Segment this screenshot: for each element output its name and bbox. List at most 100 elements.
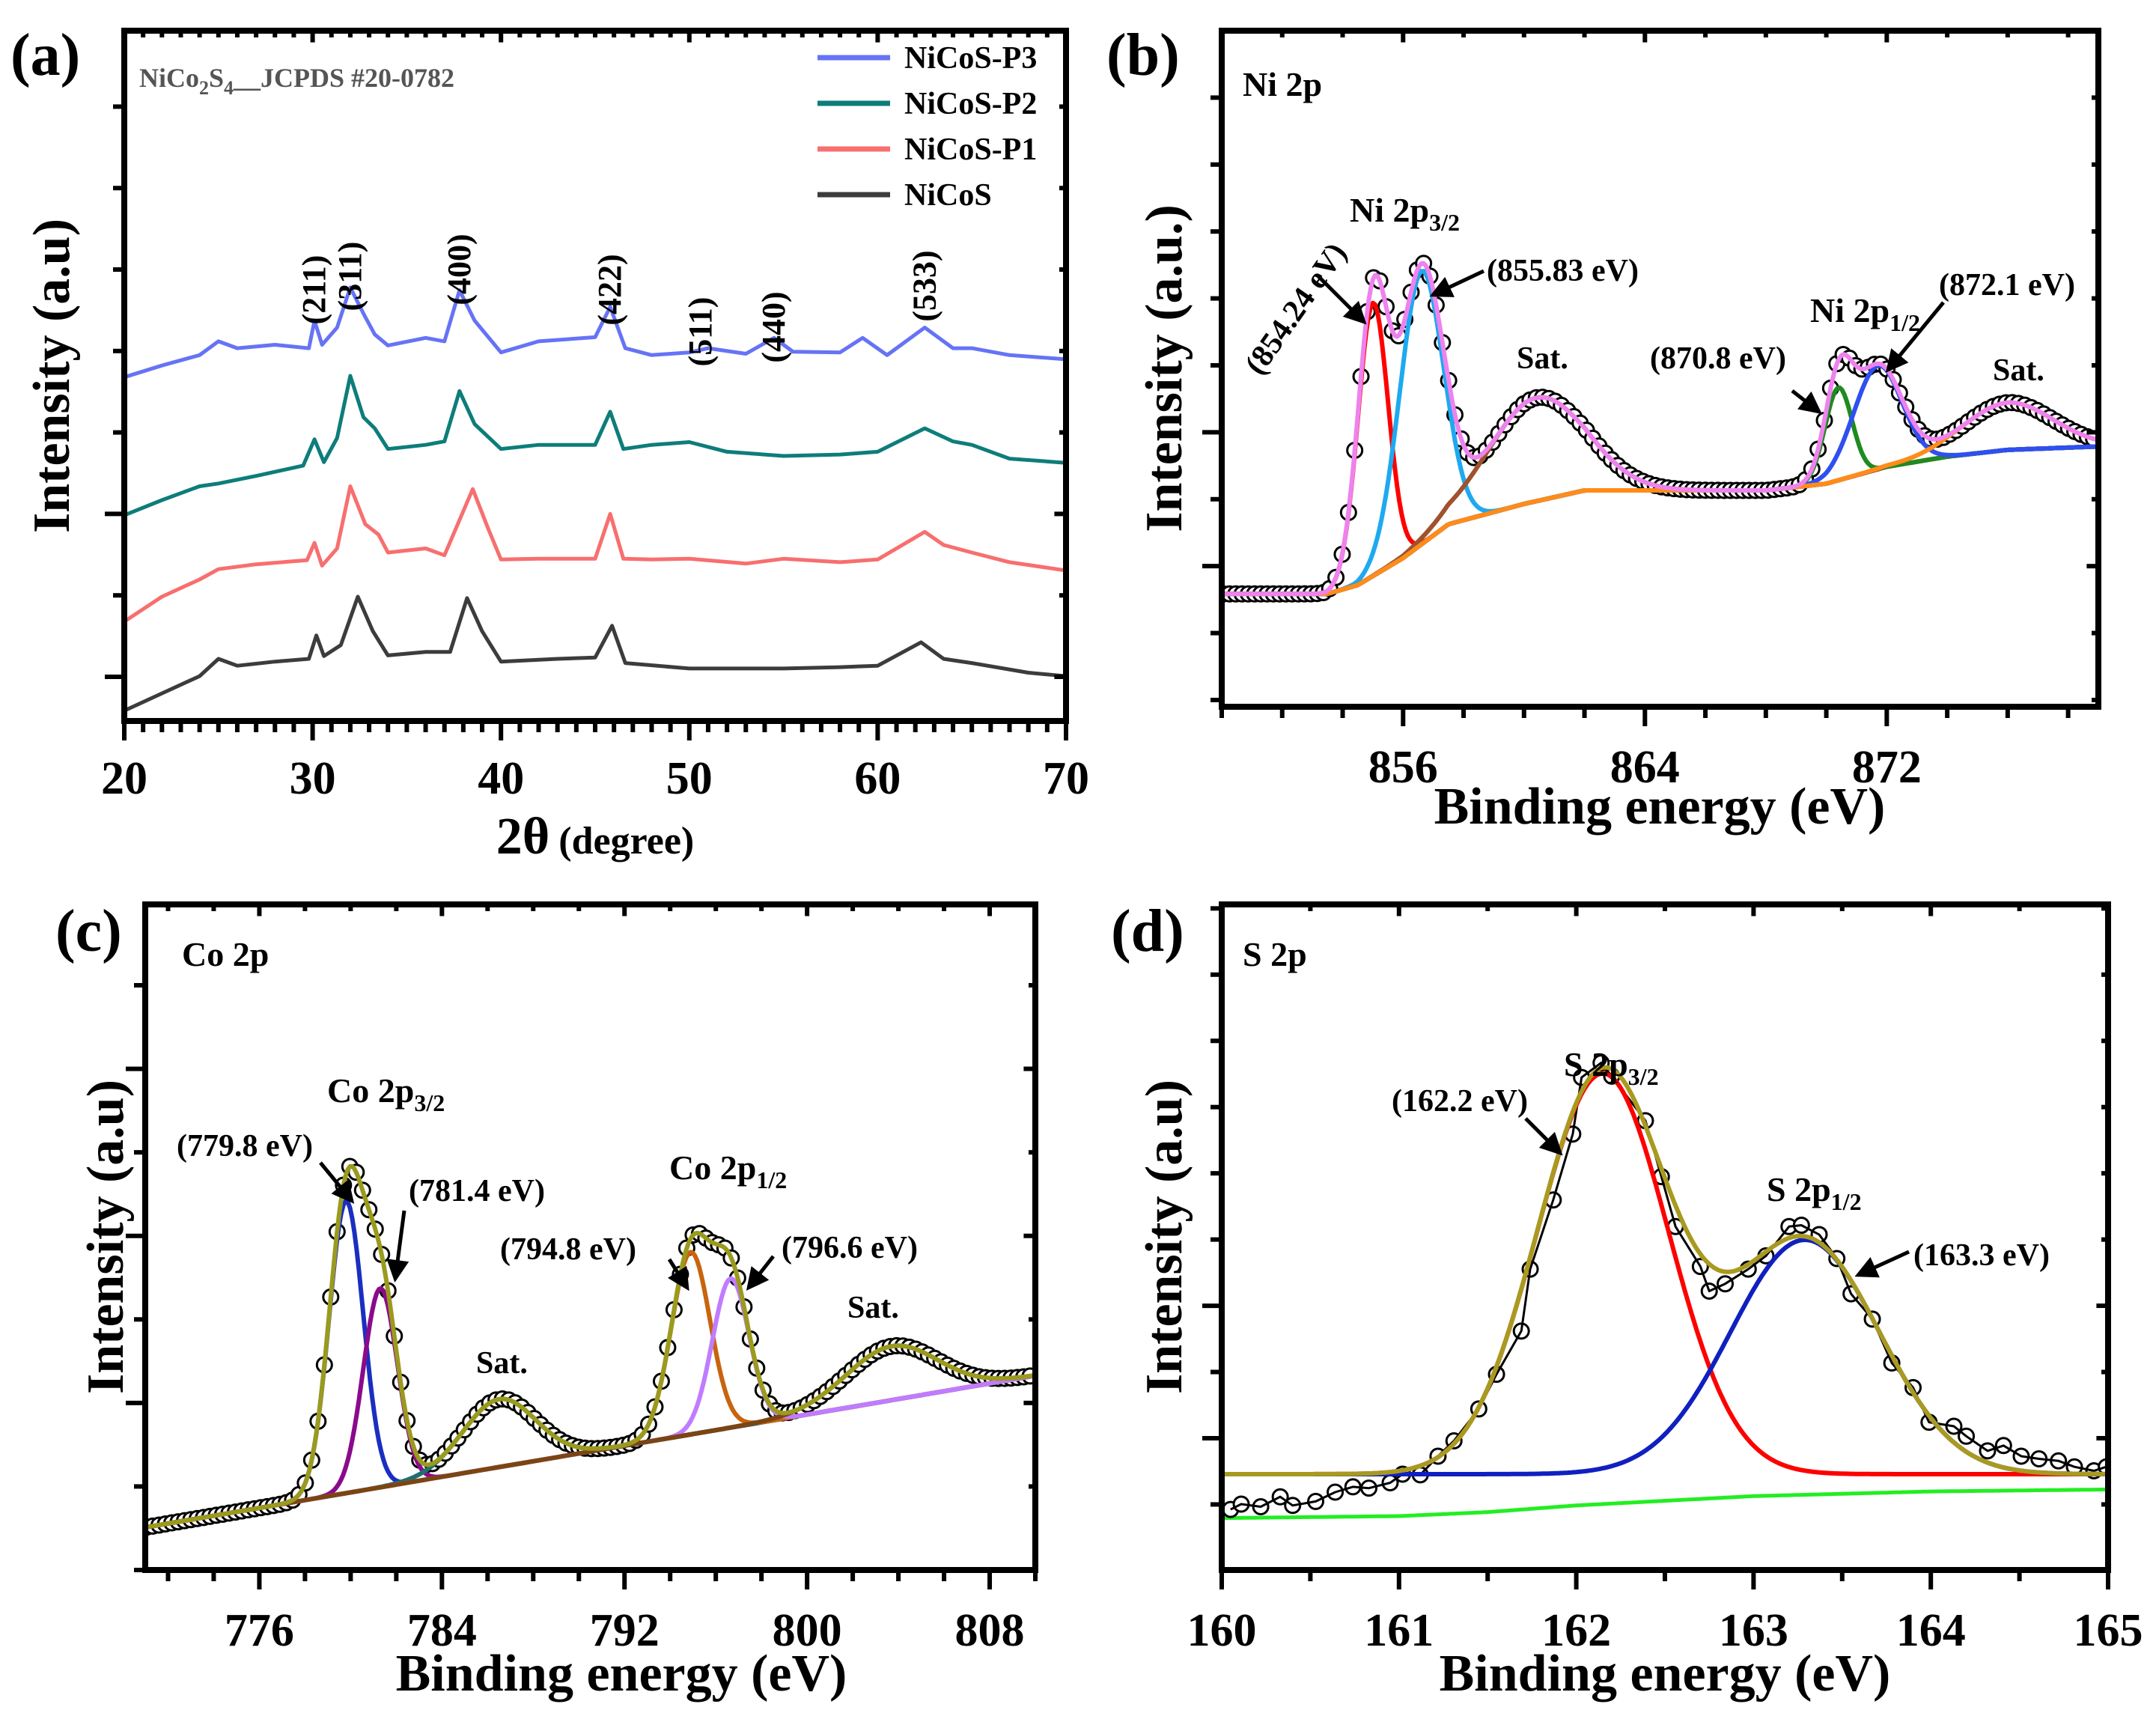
hkl-label: (422) bbox=[591, 254, 628, 325]
sat-label-b1: Sat. bbox=[1517, 341, 1568, 376]
background-line bbox=[1222, 1487, 2108, 1521]
hkl-label: (211) bbox=[296, 255, 332, 325]
peak-label-855: (855.83 eV) bbox=[1487, 254, 1639, 288]
co2p12-label: Co 2p1/2 bbox=[669, 1148, 787, 1193]
xrd-line-nicos-p1 bbox=[124, 484, 1066, 624]
y-axis-title-a: Intensity (a.u) bbox=[23, 219, 81, 533]
component-peak-1 bbox=[1222, 1071, 2108, 1476]
panel-label-a: (a) bbox=[10, 22, 80, 88]
panel-a: (a) 20 30 40 50 60 70 NiCo2S4__JCPDS #20-0782… bbox=[10, 22, 1089, 865]
x-tick-label: 161 bbox=[1364, 1605, 1434, 1656]
x-tick-label: 784 bbox=[407, 1605, 477, 1656]
x-tick-label: 70 bbox=[1043, 753, 1089, 804]
s2p-plot: 160 161 162 163 164 165 bbox=[1187, 901, 2143, 1656]
jcpds-reference: NiCo2S4__JCPDS #20-0782 bbox=[139, 63, 454, 99]
x-tick-label: 163 bbox=[1719, 1605, 1788, 1656]
x-tick-label: 165 bbox=[2074, 1605, 2143, 1656]
component-peak-2 bbox=[145, 1285, 1035, 1530]
x-tick-label: 164 bbox=[1896, 1605, 1966, 1656]
x-axis: 856 864 872 bbox=[1219, 31, 2071, 793]
panel-label-b: (b) bbox=[1106, 22, 1180, 88]
peak-label-796: (796.6 eV) bbox=[782, 1231, 918, 1265]
x-tick-label: 162 bbox=[1541, 1605, 1611, 1656]
x-axis-title-b: Binding energy (eV) bbox=[1434, 778, 1886, 836]
arrow-870 bbox=[1791, 389, 1822, 415]
arrow-854 bbox=[1317, 275, 1367, 325]
x-tick-label: 808 bbox=[955, 1605, 1025, 1656]
xrd-plot: 20 30 40 50 60 70 bbox=[101, 28, 1089, 804]
plot-area bbox=[124, 285, 1066, 713]
hkl-label: (440) bbox=[755, 291, 792, 362]
s2p32-label: S 2p3/2 bbox=[1564, 1045, 1659, 1090]
plot-frame bbox=[1219, 28, 2101, 710]
plot-area bbox=[145, 1157, 1035, 1536]
legend-label: NiCoS-P2 bbox=[904, 87, 1037, 121]
plot-area bbox=[1222, 1054, 2108, 1521]
x-tick-label: 20 bbox=[101, 753, 147, 804]
arrow-162 bbox=[1524, 1117, 1563, 1156]
x-axis: 20 30 40 50 60 70 bbox=[101, 31, 1089, 804]
y-axis bbox=[105, 104, 1066, 679]
x-tick-label: 864 bbox=[1610, 742, 1680, 793]
peak-label-794: (794.8 eV) bbox=[500, 1232, 636, 1267]
sat-label-b2: Sat. bbox=[1993, 353, 2044, 388]
y-axis bbox=[1202, 95, 2098, 702]
x-axis-title-d: Binding energy (eV) bbox=[1440, 1645, 1891, 1703]
y-axis-title-b: Intensity (a.u.) bbox=[1136, 204, 1193, 532]
peak-label-870: (870.8 eV) bbox=[1650, 341, 1786, 376]
x-tick-label: 800 bbox=[773, 1605, 842, 1656]
arrow-781 bbox=[386, 1210, 409, 1283]
x-axis: 160 161 162 163 164 165 bbox=[1187, 904, 2143, 1656]
component-peak-5 bbox=[145, 1276, 1035, 1530]
experimental-line bbox=[1230, 1062, 2107, 1511]
panel-d: (d) 160 161 162 163 164 165 S 2p S 2p3/2 (162… bbox=[1111, 898, 2143, 1703]
envelope-fit bbox=[1222, 261, 2098, 597]
region-label-c: Co 2p bbox=[182, 935, 269, 973]
arrow-855 bbox=[1429, 269, 1485, 297]
ni2p-plot: 856 864 872 bbox=[1202, 28, 2101, 793]
x-tick-label: 60 bbox=[854, 753, 901, 804]
sat-label-c1: Sat. bbox=[476, 1346, 528, 1381]
envelope-fit bbox=[145, 1163, 1035, 1530]
panel-label-d: (d) bbox=[1111, 898, 1184, 964]
ni2p32-label: Ni 2p3/2 bbox=[1350, 191, 1460, 236]
x-tick-label: 50 bbox=[666, 753, 713, 804]
x-tick-label: 776 bbox=[225, 1605, 294, 1656]
component-peak-4 bbox=[145, 1250, 1035, 1530]
peak-label-872: (872.1 eV) bbox=[1939, 268, 2075, 302]
arrow-794 bbox=[667, 1258, 689, 1291]
region-label-b: Ni 2p bbox=[1243, 65, 1322, 103]
xrd-line-nicos-p2 bbox=[124, 374, 1066, 517]
xrd-line-nicos bbox=[124, 594, 1066, 713]
x-tick-label: 872 bbox=[1852, 742, 1922, 793]
peak-label-162: (162.2 eV) bbox=[1392, 1084, 1528, 1119]
x-tick-label: 792 bbox=[590, 1605, 660, 1656]
peak-label-779: (779.8 eV) bbox=[177, 1129, 313, 1163]
x-tick-label: 160 bbox=[1187, 1605, 1257, 1656]
panel-label-c: (c) bbox=[55, 898, 122, 964]
arrow-796 bbox=[746, 1255, 775, 1291]
co2p-plot: 776 784 792 800 808 bbox=[126, 901, 1038, 1656]
experimental-points bbox=[1222, 1054, 2108, 1518]
hkl-label: (311) bbox=[332, 242, 368, 311]
y-axis-title-d: Intensity (a.u) bbox=[1136, 1080, 1193, 1394]
legend-label: NiCoS-P1 bbox=[904, 133, 1037, 167]
s2p12-label: S 2p1/2 bbox=[1767, 1170, 1862, 1215]
peak-label-163: (163.3 eV) bbox=[1913, 1238, 2050, 1273]
arrow-872 bbox=[1885, 301, 1945, 373]
hkl-label: (511) bbox=[682, 297, 719, 367]
co2p32-label: Co 2p3/2 bbox=[327, 1071, 445, 1116]
x-tick-label: 40 bbox=[478, 753, 524, 804]
peak-label-781: (781.4 eV) bbox=[409, 1174, 545, 1208]
panel-c: (c) 776 784 792 800 808 Co 2p Co 2p3/2 (779.… bbox=[55, 898, 1038, 1703]
y-axis bbox=[1202, 906, 2108, 1507]
hkl-label: (400) bbox=[441, 234, 478, 305]
x-axis-title-a: 2θ (degree) bbox=[496, 808, 694, 865]
plot-frame bbox=[1219, 901, 2111, 1573]
peak-label-854: (854.24 eV) bbox=[1238, 237, 1353, 381]
hkl-labels: (211)(311) (400) (422) (511) (440) (533) bbox=[296, 234, 943, 366]
plot-area bbox=[1222, 255, 2098, 603]
legend: NiCoS-P3 NiCoS-P2 NiCoS-P1 NiCoS bbox=[817, 41, 1037, 213]
arrow-779 bbox=[319, 1161, 355, 1204]
